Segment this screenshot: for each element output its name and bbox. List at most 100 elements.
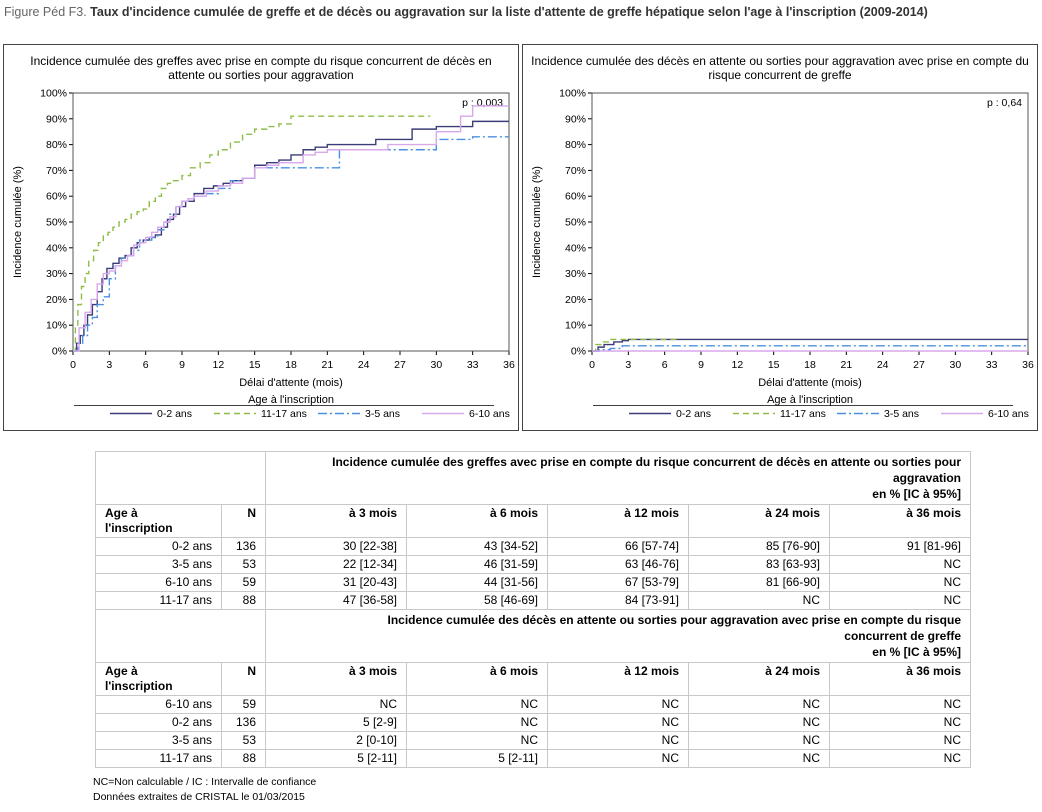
col-header: à 12 mois xyxy=(547,662,689,696)
y-tick-label: 10% xyxy=(46,320,67,332)
legend-label: 6-10 ans xyxy=(469,408,510,420)
y-tick-label: 60% xyxy=(565,191,586,203)
x-tick-label: 6 xyxy=(662,359,668,371)
figure-title: Figure Péd F3. Taux d'incidence cumulée … xyxy=(4,5,928,19)
figure-title-text: Taux d'incidence cumulée de greffe et de… xyxy=(90,5,928,19)
y-tick-label: 70% xyxy=(46,165,67,177)
y-tick-label: 80% xyxy=(565,139,586,151)
table-corner xyxy=(95,451,266,505)
y-tick-label: 50% xyxy=(565,217,586,229)
table-cell: NC xyxy=(547,749,689,768)
y-tick-label: 20% xyxy=(46,294,67,306)
footnote-nc: NC=Non calculable / IC : Intervalle de c… xyxy=(93,776,317,788)
col-header-age-line: Age à xyxy=(105,664,138,678)
table-cell: 83 [63-93] xyxy=(688,555,830,574)
table-cell: NC xyxy=(547,731,689,750)
y-tick-label: 30% xyxy=(46,268,67,280)
table-cell: 5 [2-11] xyxy=(406,749,548,768)
table-row: 6-10 ans 59 NC NC NC NC NC xyxy=(95,695,971,714)
series-line-11-17-ans xyxy=(592,338,677,352)
table-cell: 44 [31-56] xyxy=(406,573,548,592)
table-cell: 5 [2-11] xyxy=(265,749,407,768)
table-row: 3-5 ans 53 22 [12-34] 46 [31-59] 63 [46-76] 8… xyxy=(95,555,971,574)
y-axis-label: Incidence cumulée (%) xyxy=(12,166,24,278)
row-n: 136 xyxy=(221,713,266,732)
plot-frame xyxy=(591,92,1029,352)
x-tick-label: 12 xyxy=(212,359,224,371)
legend-label: 6-10 ans xyxy=(988,408,1029,420)
col-header-age-line: Age à xyxy=(105,506,138,520)
legend-title: Age à l'inscription xyxy=(767,394,853,406)
x-tick-label: 21 xyxy=(321,359,333,371)
group-header-line: en % [IC à 95%] xyxy=(872,487,961,501)
chart-title: Incidence cumulée des décès en attente o… xyxy=(531,54,1029,82)
legend-label: 0-2 ans xyxy=(157,408,192,420)
x-tick-label: 27 xyxy=(913,359,925,371)
table-row: 11-17 ans 88 5 [2-11] 5 [2-11] NC NC NC xyxy=(95,749,971,768)
x-tick-label: 12 xyxy=(731,359,743,371)
series-line-11-17-ans xyxy=(73,115,431,352)
table-cell: NC xyxy=(406,731,548,750)
group-header-line: concurrent de greffe xyxy=(844,629,961,643)
y-tick-label: 20% xyxy=(565,294,586,306)
row-age-label: 11-17 ans xyxy=(95,749,222,768)
legend-label: 0-2 ans xyxy=(676,408,711,420)
x-axis-label: Délai d'attente (mois) xyxy=(758,377,862,389)
table-cell: 91 [81-96] xyxy=(829,537,971,556)
table-row: 6-10 ans 59 31 [20-43] 44 [31-56] 67 [53-79]… xyxy=(95,573,971,592)
y-tick-label: 90% xyxy=(565,113,586,125)
y-tick-label: 90% xyxy=(46,113,67,125)
figure-prefix: Figure Péd F3. xyxy=(4,5,87,19)
table-cell: NC xyxy=(265,695,407,714)
row-n: 88 xyxy=(221,749,266,768)
table-row: 3-5 ans 53 2 [0-10] NC NC NC NC xyxy=(95,731,971,750)
x-tick-label: 30 xyxy=(949,359,961,371)
y-tick-label: 50% xyxy=(46,217,67,229)
x-tick-label: 18 xyxy=(285,359,297,371)
legend-label: 3-5 ans xyxy=(884,408,919,420)
table-cell: NC xyxy=(688,591,830,610)
table-cell: NC xyxy=(688,731,830,750)
row-age-label: 6-10 ans xyxy=(95,695,222,714)
table-corner xyxy=(95,609,266,663)
plot-frame xyxy=(72,92,510,352)
x-tick-label: 15 xyxy=(768,359,780,371)
x-tick-label: 9 xyxy=(698,359,704,371)
col-header: à 24 mois xyxy=(688,662,830,696)
row-n: 59 xyxy=(221,573,266,592)
series-line-3-5-ans xyxy=(73,136,509,352)
table-cell: NC xyxy=(406,713,548,732)
table-cell: 31 [20-43] xyxy=(265,573,407,592)
table-cell: 30 [22-38] xyxy=(265,537,407,556)
col-header-n: N xyxy=(221,504,266,538)
x-tick-label: 3 xyxy=(106,359,112,371)
x-tick-label: 33 xyxy=(986,359,998,371)
table-cell: 43 [34-52] xyxy=(406,537,548,556)
table-row: 0-2 ans 136 5 [2-9] NC NC NC NC xyxy=(95,713,971,732)
table-cell: NC xyxy=(688,713,830,732)
x-tick-label: 0 xyxy=(70,359,76,371)
row-age-label: 0-2 ans xyxy=(95,713,222,732)
table-cell: 67 [53-79] xyxy=(547,573,689,592)
row-age-label: 0-2 ans xyxy=(95,537,222,556)
y-axis-label: Incidence cumulée (%) xyxy=(531,166,543,278)
x-tick-label: 18 xyxy=(804,359,816,371)
group-header-line: Incidence cumulée des greffes avec prise… xyxy=(332,455,961,469)
group-header-line: aggravation xyxy=(892,471,961,485)
table-cell: NC xyxy=(406,695,548,714)
series-line-0-2-ans xyxy=(73,120,509,352)
x-tick-label: 36 xyxy=(503,359,515,371)
group-header-line: en % [IC à 95%] xyxy=(872,645,961,659)
row-n: 53 xyxy=(221,555,266,574)
table-group-header: Incidence cumulée des décès en attente o… xyxy=(265,609,971,663)
table-cell: 85 [76-90] xyxy=(688,537,830,556)
row-n: 53 xyxy=(221,731,266,750)
x-tick-label: 36 xyxy=(1022,359,1034,371)
col-header: à 3 mois xyxy=(265,504,407,538)
table-row: 0-2 ans 136 30 [22-38] 43 [34-52] 66 [57-74]… xyxy=(95,537,971,556)
y-tick-label: 80% xyxy=(46,139,67,151)
p-value-annotation: p : 0,64 xyxy=(987,97,1022,109)
col-header-age-line: l'inscription xyxy=(105,679,173,693)
table-cell: NC xyxy=(829,731,971,750)
series-line-0-2-ans xyxy=(592,338,1028,352)
